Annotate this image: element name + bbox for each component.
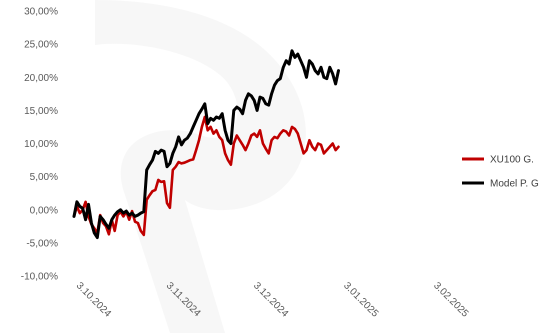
- x-tick-label: 3.01.2025: [341, 280, 381, 320]
- y-tick-label: 0,00%: [30, 205, 58, 216]
- y-tick-label: 20,00%: [24, 73, 58, 84]
- x-axis: 3.10.2024 3.11.2024 3.12.2024 3.01.2025 3.02…: [74, 280, 471, 320]
- y-tick-label: 5,00%: [30, 172, 58, 183]
- legend-label: XU100 G.: [490, 155, 534, 166]
- watermark-logo: [95, 0, 306, 333]
- y-tick-label: 10,00%: [24, 139, 58, 150]
- y-tick-label: -10,00%: [21, 272, 58, 283]
- y-tick-label: -5,00%: [26, 238, 58, 249]
- y-axis: -10,00% -5,00% 0,00% 5,00% 10,00% 15,00% 20,00…: [21, 7, 58, 283]
- x-tick-label: 3.02.2025: [431, 280, 471, 320]
- x-tick-label: 3.10.2024: [74, 280, 114, 320]
- legend: XU100 G. Model P. G: [462, 155, 539, 190]
- legend-label: Model P. G: [490, 179, 539, 190]
- x-tick-label: 3.12.2024: [251, 280, 291, 320]
- y-tick-label: 15,00%: [24, 106, 58, 117]
- series-layer: [72, 49, 340, 240]
- y-tick-label: 25,00%: [24, 40, 58, 51]
- y-tick-label: 30,00%: [24, 7, 58, 18]
- series-line: [72, 49, 340, 240]
